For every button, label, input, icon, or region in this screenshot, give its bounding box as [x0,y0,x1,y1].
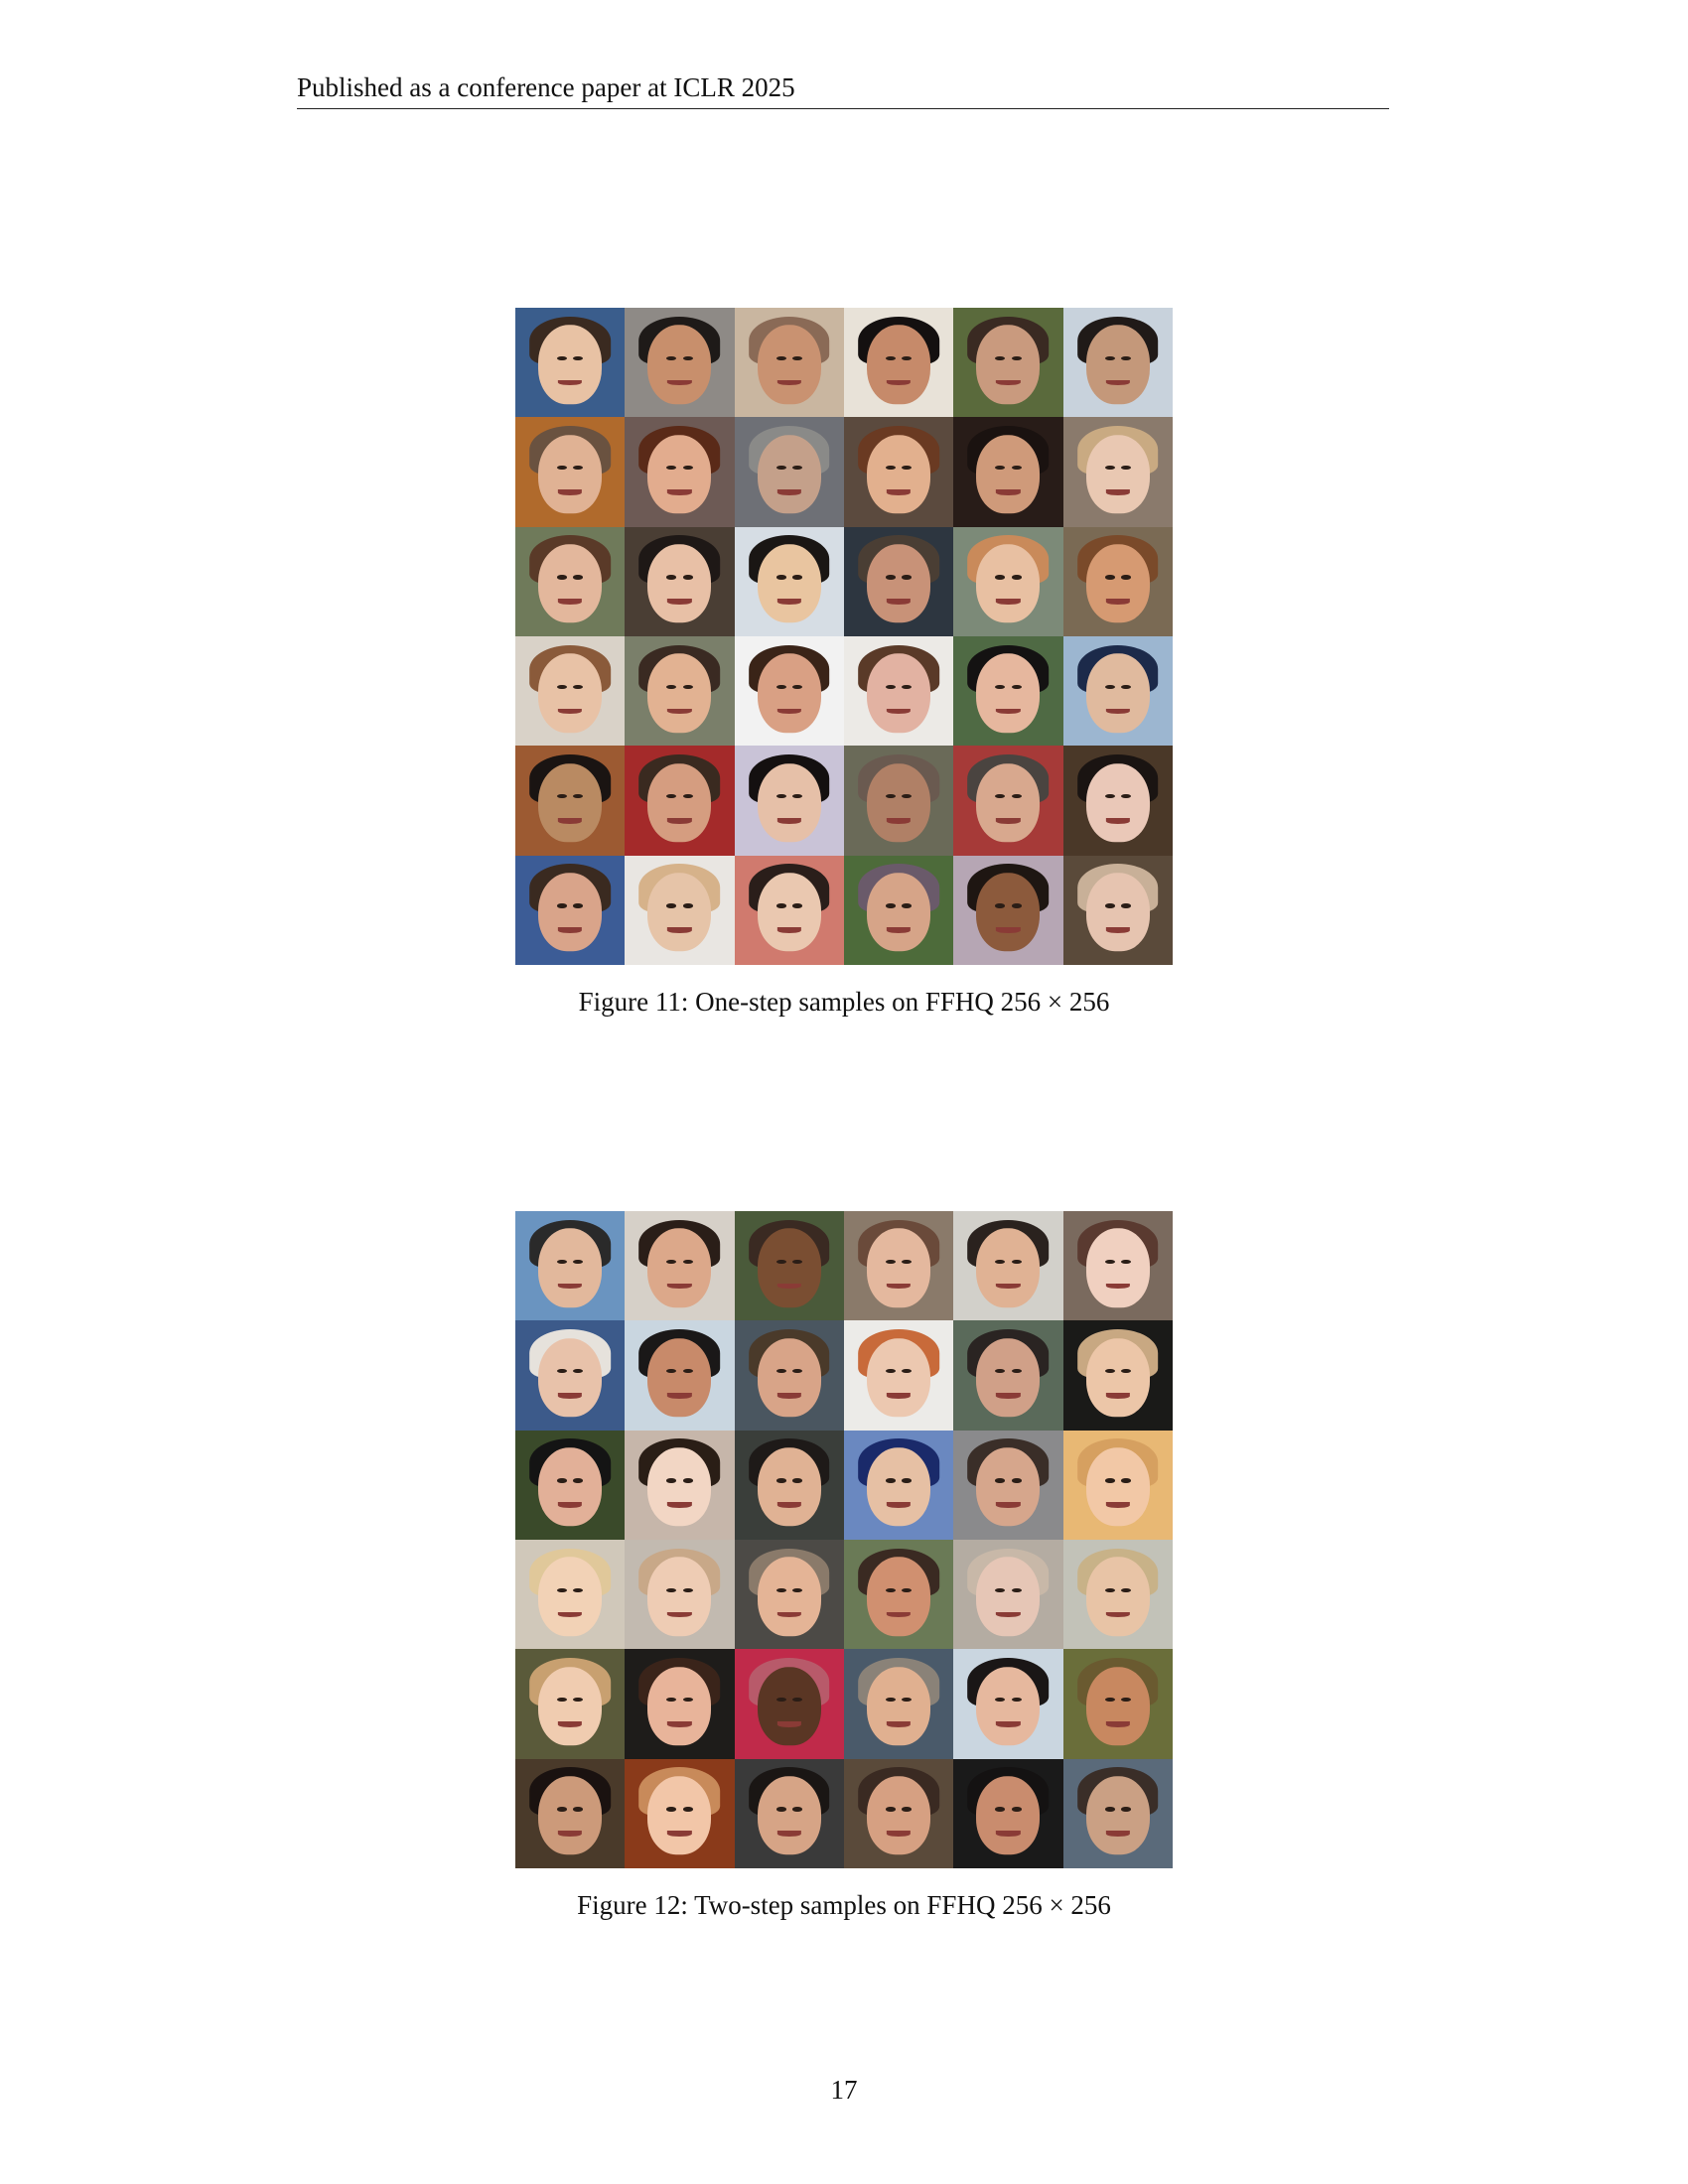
header-text: Published as a conference paper at ICLR … [297,72,795,102]
face-sample-image [625,1649,735,1759]
face-sample-image [734,855,844,965]
face-sample-image [1062,855,1173,965]
sample-grid-two-step [515,1211,1173,1868]
face-sample-image [844,1430,954,1540]
face-sample-image [953,636,1063,747]
running-header: Published as a conference paper at ICLR … [297,69,1389,109]
page-number: 17 [830,2075,858,2105]
face-sample-image [1062,1320,1173,1431]
face-sample-image [844,417,954,527]
face-sample-image [625,1320,735,1431]
face-sample-image [844,526,954,636]
face-sample-image [625,1758,735,1868]
face-sample-image [953,1211,1063,1321]
face-sample-image [734,1758,844,1868]
face-sample-image [515,1320,626,1431]
face-sample-image [515,1211,626,1321]
face-sample-image [844,636,954,747]
face-sample-image [844,1758,954,1868]
face-sample-image [1062,1649,1173,1759]
face-sample-image [734,1540,844,1650]
figure-12: Figure 12: Two-step samples on FFHQ 256 … [515,1211,1173,1920]
face-sample-image [625,636,735,747]
face-sample-image [625,746,735,856]
face-sample-image [1062,1430,1173,1540]
face-sample-image [844,308,954,418]
face-sample-image [1062,636,1173,747]
face-sample-image [953,855,1063,965]
face-sample-image [515,1758,626,1868]
face-sample-image [625,1211,735,1321]
figure-11-caption: Figure 11: One-step samples on FFHQ 256 … [578,987,1110,1017]
face-sample-image [953,1758,1063,1868]
face-sample-image [515,417,626,527]
face-sample-image [844,1649,954,1759]
face-sample-image [1062,746,1173,856]
face-sample-image [515,308,626,418]
face-sample-image [953,1320,1063,1431]
face-sample-image [625,855,735,965]
face-sample-image [734,526,844,636]
face-sample-image [625,526,735,636]
face-sample-image [953,1430,1063,1540]
face-sample-image [953,526,1063,636]
face-sample-image [844,1211,954,1321]
figure-11: Figure 11: One-step samples on FFHQ 256 … [515,308,1173,1017]
face-sample-image [734,636,844,747]
face-sample-image [515,1430,626,1540]
face-sample-image [844,1540,954,1650]
face-sample-image [953,746,1063,856]
face-sample-image [515,526,626,636]
face-sample-image [953,308,1063,418]
face-sample-image [734,417,844,527]
face-sample-image [515,636,626,747]
face-sample-image [734,308,844,418]
face-sample-image [953,417,1063,527]
face-sample-image [1062,526,1173,636]
face-sample-image [1062,1211,1173,1321]
face-sample-image [734,1211,844,1321]
face-sample-image [734,1649,844,1759]
face-sample-image [844,855,954,965]
sample-grid-one-step [515,308,1173,965]
face-sample-image [625,308,735,418]
face-sample-image [844,1320,954,1431]
face-sample-image [625,417,735,527]
face-sample-image [515,1649,626,1759]
face-sample-image [1062,417,1173,527]
face-sample-image [953,1649,1063,1759]
face-sample-image [844,746,954,856]
face-sample-image [1062,1758,1173,1868]
face-sample-image [625,1430,735,1540]
face-sample-image [734,746,844,856]
face-sample-image [734,1320,844,1431]
face-sample-image [734,1430,844,1540]
face-sample-image [1062,1540,1173,1650]
face-sample-image [953,1540,1063,1650]
face-sample-image [515,855,626,965]
face-sample-image [515,1540,626,1650]
figure-12-caption: Figure 12: Two-step samples on FFHQ 256 … [577,1890,1111,1920]
face-sample-image [515,746,626,856]
face-sample-image [625,1540,735,1650]
face-sample-image [1062,308,1173,418]
